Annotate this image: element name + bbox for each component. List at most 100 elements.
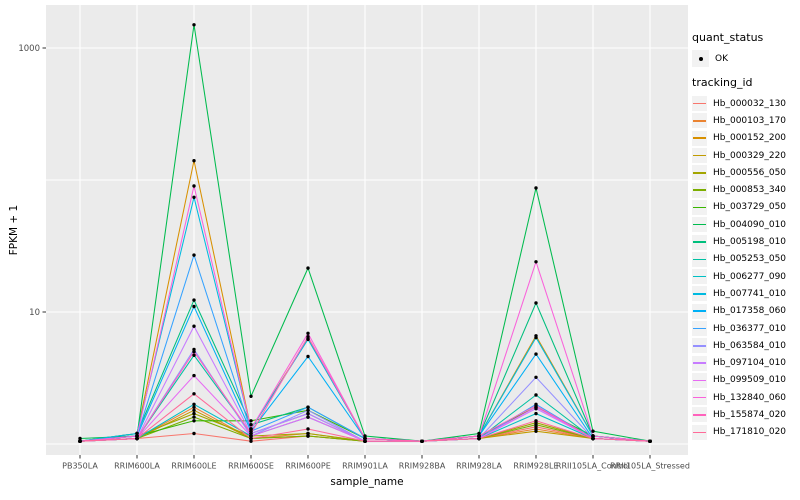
data-point	[192, 431, 196, 436]
legend-item: Hb_017358_060	[692, 303, 786, 320]
data-point	[192, 195, 196, 199]
x-axis-tick-labels: PB350LA RRIM600LA RRIM600LE RRIM600SE RRIM60…	[62, 462, 690, 471]
legend: quant_status OK tracking_id Hb_000032_13…	[692, 0, 800, 500]
data-point	[135, 436, 139, 441]
data-point	[306, 405, 310, 409]
data-point	[591, 429, 595, 433]
plot-panel	[46, 5, 688, 455]
svg-text:RRIM600LE: RRIM600LE	[171, 462, 216, 471]
data-point	[306, 335, 310, 339]
legend-key-box	[692, 251, 707, 267]
legend-item: Hb_004090_010	[692, 216, 786, 233]
data-point	[192, 304, 196, 309]
legend-title-tracking-id: tracking_id	[692, 76, 753, 89]
data-point	[192, 405, 196, 409]
data-point	[477, 431, 481, 436]
legend-item: Hb_000556_050	[692, 164, 786, 181]
data-point	[192, 350, 196, 354]
legend-item: Hb_003729_050	[692, 199, 786, 216]
legend-item-label: OK	[715, 53, 728, 64]
legend-key-box	[692, 355, 707, 371]
legend-item: Hb_000152_200	[692, 130, 786, 147]
data-point	[534, 186, 538, 190]
legend-key-line	[693, 327, 706, 330]
legend-item-label: Hb_000556_050	[713, 167, 787, 178]
legend-item: Hb_005198_010	[692, 233, 786, 250]
data-point	[249, 419, 253, 423]
legend-key-box	[692, 338, 707, 354]
data-point	[534, 352, 538, 356]
data-point	[249, 427, 253, 431]
data-point	[192, 408, 196, 412]
data-point	[363, 436, 367, 441]
data-point	[534, 335, 538, 340]
data-point	[477, 436, 481, 441]
data-point	[534, 375, 538, 379]
data-point	[78, 436, 82, 441]
legend-key-line	[693, 102, 706, 105]
legend-key-box	[692, 165, 707, 181]
legend-key-box	[692, 96, 707, 112]
legend-key-line	[693, 345, 706, 347]
data-point	[534, 260, 538, 264]
svg-text:10: 10	[29, 308, 40, 318]
legend-key-line	[693, 396, 706, 399]
legend-key-line	[693, 172, 706, 174]
data-point	[192, 353, 196, 357]
legend-item-label: Hb_171810_020	[713, 427, 787, 438]
legend-key-line	[693, 241, 706, 243]
legend-key-line	[693, 206, 706, 209]
legend-item: Hb_171810_020	[692, 424, 786, 441]
data-point	[306, 266, 310, 270]
data-point	[306, 411, 310, 416]
data-point	[135, 431, 139, 436]
data-point	[135, 434, 139, 438]
data-point	[192, 402, 196, 406]
data-point	[192, 184, 196, 188]
legend-key-line	[693, 362, 706, 364]
legend-item-label: Hb_155874_020	[713, 409, 787, 420]
data-point	[648, 439, 652, 443]
legend-item: Hb_132840_060	[692, 389, 786, 406]
legend-item-label: Hb_000152_200	[713, 133, 787, 144]
legend-item: Hb_155874_020	[692, 406, 786, 423]
legend-key-box	[692, 303, 707, 319]
data-point	[534, 393, 538, 397]
legend-key-line	[693, 379, 706, 382]
legend-key-box	[692, 113, 707, 129]
ok-point-icon	[698, 56, 703, 61]
data-point	[192, 373, 196, 378]
data-point	[78, 439, 82, 443]
legend-key-line	[693, 293, 706, 295]
legend-item-label: Hb_036377_010	[713, 323, 787, 334]
legend-key-box	[692, 217, 707, 233]
svg-text:RRIM901LA: RRIM901LA	[342, 462, 388, 471]
legend-key-box	[692, 182, 707, 198]
data-point	[249, 439, 253, 443]
legend-item-ok: OK	[692, 50, 728, 67]
legend-key-line	[693, 120, 706, 122]
legend-item: Hb_063584_010	[692, 337, 786, 354]
legend-item-label: Hb_005198_010	[713, 237, 787, 248]
legend-item-label: Hb_000032_130	[713, 98, 787, 109]
legend-key-line	[693, 154, 706, 157]
legend-item: Hb_006277_090	[692, 268, 786, 285]
data-point	[249, 434, 253, 438]
svg-text:RRIM928LE: RRIM928LE	[513, 462, 558, 471]
legend-key-line	[693, 275, 706, 278]
data-point	[306, 337, 310, 342]
y-axis-tick-labels: 1000 10	[18, 44, 40, 318]
data-point	[306, 354, 310, 359]
legend-item: Hb_000103_170	[692, 112, 786, 129]
data-point	[192, 253, 196, 257]
fpkm-line-chart: 1000 10 PB350LA RRIM600LA RRIM600LE RRIM600SE…	[18, 5, 690, 471]
tracking-id-legend-items: Hb_000032_130 Hb_000103_170 Hb_000152_200 H…	[692, 95, 786, 441]
legend-item-label: Hb_000329_220	[713, 150, 787, 161]
data-point	[420, 439, 424, 443]
data-point	[363, 439, 367, 443]
legend-key-line	[693, 223, 706, 226]
data-point	[249, 436, 253, 441]
legend-item-label: Hb_132840_060	[713, 392, 787, 403]
legend-item-label: Hb_003729_050	[713, 202, 787, 213]
